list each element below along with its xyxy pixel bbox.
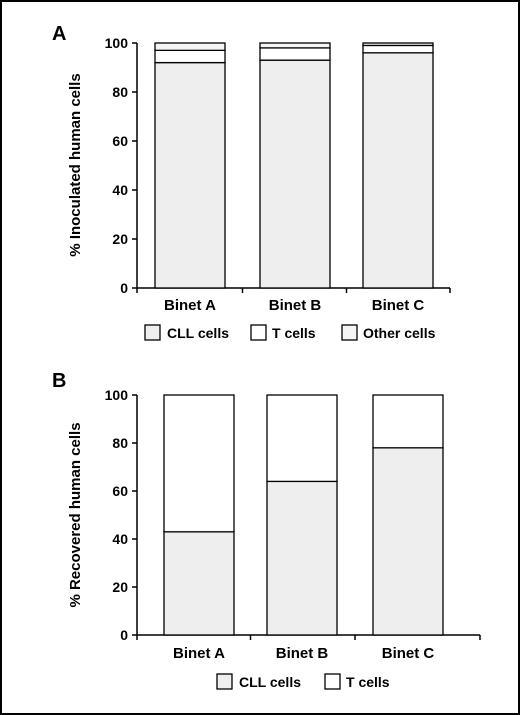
bar-segment xyxy=(259,47,331,61)
panel-a: A % Inoculated human cells 0 20 40 60 80 100 B… xyxy=(52,23,451,341)
legend-swatch xyxy=(250,324,267,341)
y-tick-label: 60 xyxy=(112,133,128,149)
x-category-label: Binet A xyxy=(164,297,216,314)
y-tick-label: 20 xyxy=(112,231,128,247)
y-tick-label: 80 xyxy=(112,435,128,451)
x-category-label: Binet C xyxy=(372,297,425,314)
legend-swatch xyxy=(324,673,341,690)
y-tick-label: 20 xyxy=(112,579,128,595)
panel-b: B % Recovered human cells 0 20 40 60 80 100 Bi… xyxy=(52,370,481,690)
panel-b-axes: 0 20 40 60 80 100 Binet A Binet B Binet C xyxy=(105,387,481,662)
bar-segment xyxy=(362,44,434,54)
bar-segment xyxy=(266,480,338,636)
bar-segment xyxy=(362,42,434,47)
legend-label: Other cells xyxy=(363,325,436,341)
panel-b-letter: B xyxy=(52,370,66,392)
y-tick-label: 40 xyxy=(112,531,128,547)
bar-segment xyxy=(154,61,226,289)
bar-segment xyxy=(154,42,226,51)
bar-segment xyxy=(154,49,226,64)
panel-a-letter: A xyxy=(52,23,66,45)
legend-label: CLL cells xyxy=(239,674,301,690)
legend-label: CLL cells xyxy=(167,325,229,341)
y-tick-label: 100 xyxy=(105,35,129,51)
panel-b-y-axis-label: % Recovered human cells xyxy=(67,422,84,607)
legend-swatch xyxy=(144,324,161,341)
x-category-label: Binet A xyxy=(173,645,225,662)
x-category-label: Binet B xyxy=(269,297,322,314)
y-tick-label: 0 xyxy=(120,280,128,296)
panel-b-legend: CLL cells T cells xyxy=(216,673,390,690)
x-category-label: Binet B xyxy=(276,645,329,662)
panel-a-bars xyxy=(154,42,434,289)
legend-label: T cells xyxy=(272,325,316,341)
panel-a-y-axis-label: % Inoculated human cells xyxy=(67,73,84,256)
x-category-label: Binet C xyxy=(382,645,435,662)
bar-segment xyxy=(259,42,331,49)
legend-swatch xyxy=(216,673,233,690)
panel-a-legend: CLL cells T cells Other cells xyxy=(144,324,436,341)
bar-segment xyxy=(266,394,338,483)
y-tick-label: 80 xyxy=(112,84,128,100)
bar-segment xyxy=(372,394,444,449)
bar-segment xyxy=(163,394,235,533)
panel-b-bars xyxy=(163,394,444,636)
bar-segment xyxy=(362,52,434,289)
legend-label: T cells xyxy=(346,674,390,690)
bar-segment xyxy=(259,59,331,289)
y-tick-label: 60 xyxy=(112,483,128,499)
y-tick-label: 40 xyxy=(112,182,128,198)
legend-swatch xyxy=(341,324,358,341)
y-tick-label: 100 xyxy=(105,387,129,403)
y-tick-label: 0 xyxy=(120,627,128,643)
bar-segment xyxy=(163,531,235,636)
bar-segment xyxy=(372,447,444,636)
